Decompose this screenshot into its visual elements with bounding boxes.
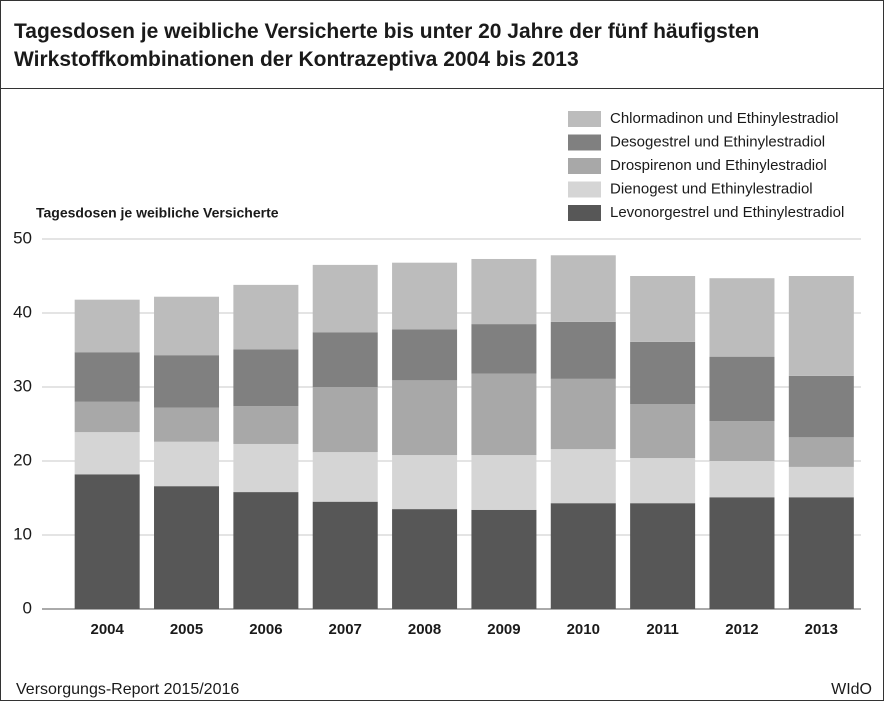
bar-segment	[74, 401, 140, 433]
legend-label: Drospirenon und Ethinylestradiol	[610, 157, 827, 174]
bar-segment	[312, 264, 378, 333]
bar-segment	[788, 466, 854, 498]
bar-segment	[233, 492, 299, 609]
bar-segment	[471, 455, 537, 510]
x-tick-label: 2005	[170, 621, 203, 638]
y-tick-label: 50	[13, 228, 32, 247]
bar-segment	[74, 432, 140, 475]
y-tick-label: 20	[13, 450, 32, 469]
bar-segment	[312, 452, 378, 502]
x-tick-label: 2010	[567, 621, 600, 638]
bar-segment	[312, 332, 378, 387]
legend-swatch	[568, 181, 601, 198]
bar-segment	[233, 284, 299, 350]
bar-segment	[154, 486, 220, 609]
x-tick-label: 2011	[646, 621, 679, 638]
x-tick-label: 2013	[805, 621, 838, 638]
bar-segment	[630, 341, 696, 405]
y-tick-label: 30	[13, 376, 32, 395]
bar-segment	[74, 474, 140, 609]
legend-swatch	[568, 134, 601, 151]
bar-segment	[788, 375, 854, 438]
bar-segment	[312, 387, 378, 453]
y-tick-label: 0	[23, 598, 32, 617]
y-tick-label: 40	[13, 302, 32, 321]
bar-segment	[709, 421, 775, 461]
bar-segment	[788, 437, 854, 467]
legend-label: Chlormadinon und Ethinylestradiol	[610, 110, 838, 127]
x-tick-label: 2007	[329, 621, 362, 638]
bar-segment	[471, 373, 537, 456]
x-tick-label: 2004	[90, 621, 124, 638]
legend-swatch	[568, 111, 601, 127]
legend-swatch	[568, 205, 601, 221]
legend-label: Desogestrel und Ethinylestradiol	[610, 133, 825, 150]
bar-segment	[74, 299, 140, 353]
bar-segment	[550, 321, 616, 379]
bar-segment	[471, 509, 537, 609]
bar-segment	[630, 404, 696, 459]
bar-segment	[392, 455, 458, 510]
bar-segment	[550, 449, 616, 504]
chart-title: Tagesdosen je weibliche Versicherte bis …	[14, 20, 760, 71]
bar-segment	[154, 296, 220, 356]
bar-segment	[74, 352, 140, 402]
bar-segment	[312, 501, 378, 609]
bar-segment	[630, 458, 696, 504]
bar-segment	[233, 443, 299, 493]
bar-segment	[392, 262, 458, 330]
bar-segment	[392, 509, 458, 609]
legend-swatch	[568, 158, 601, 174]
publisher: WIdO	[831, 681, 872, 698]
bar-segment	[709, 461, 775, 498]
bar-segment	[630, 276, 696, 342]
legend-label: Dienogest und Ethinylestradiol	[610, 180, 813, 197]
y-axis-label: Tagesdosen je weibliche Versicherte	[36, 205, 279, 221]
bar-segment	[233, 406, 299, 444]
bar-segment	[392, 380, 458, 456]
bar-segment	[233, 349, 299, 407]
legend-label: Levonorgestrel und Ethinylestradiol	[610, 204, 844, 221]
bar-segment	[154, 441, 220, 487]
bar-segment	[709, 356, 775, 422]
bar-segment	[630, 503, 696, 609]
bar-segment	[788, 497, 854, 609]
x-tick-label: 2006	[249, 621, 282, 638]
bar-segment	[471, 324, 537, 374]
x-tick-label: 2009	[487, 621, 520, 638]
bar-segment	[154, 407, 220, 442]
y-tick-label: 10	[13, 524, 32, 543]
title-box: Tagesdosen je weibliche Versicherte bis …	[14, 20, 760, 71]
bar-segment	[392, 329, 458, 381]
bar-segment	[550, 255, 616, 322]
bar-segment	[709, 497, 775, 609]
x-tick-label: 2012	[725, 621, 758, 638]
bar-segment	[550, 503, 616, 609]
x-tick-label: 2008	[408, 621, 441, 638]
bar-segment	[788, 276, 854, 376]
bar-segment	[471, 258, 537, 325]
bar-segment	[709, 278, 775, 357]
bar-segment	[154, 355, 220, 408]
source: Versorgungs-Report 2015/2016	[16, 681, 239, 698]
bar-segment	[550, 378, 616, 450]
